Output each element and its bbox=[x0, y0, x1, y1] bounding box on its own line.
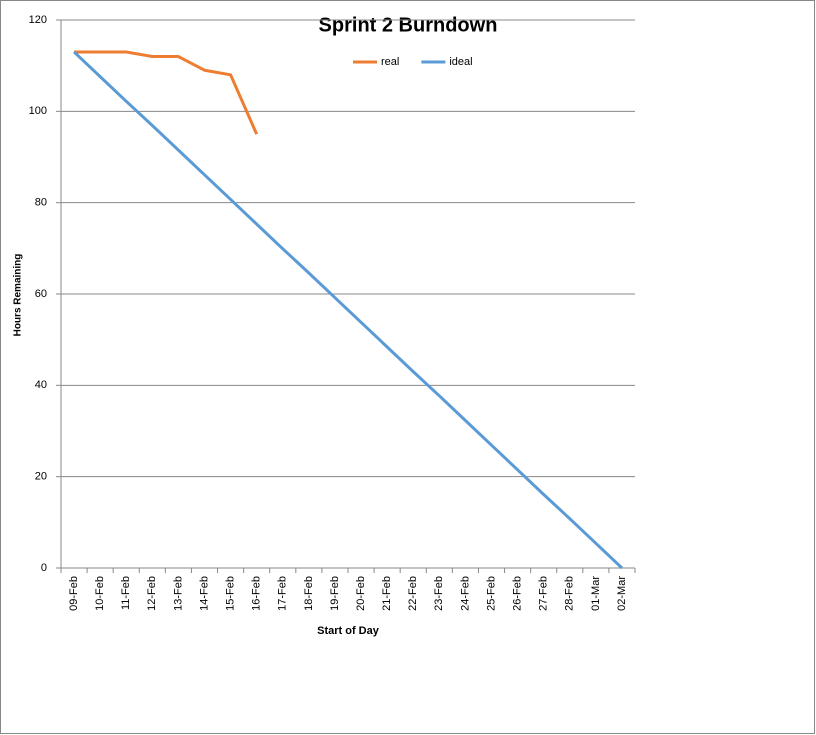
legend-label: ideal bbox=[449, 56, 472, 68]
x-tick-label: 17-Feb bbox=[277, 576, 289, 611]
x-tick-label: 23-Feb bbox=[433, 576, 445, 611]
series-line bbox=[73, 50, 623, 570]
x-tick-label: 18-Feb bbox=[303, 576, 315, 611]
y-tick-label: 120 bbox=[29, 14, 47, 26]
x-tick-label: 21-Feb bbox=[381, 576, 393, 611]
series-line bbox=[74, 50, 259, 135]
chart-title: Sprint 2 Burndown bbox=[319, 14, 498, 36]
x-axis-label: Start of Day bbox=[317, 625, 380, 637]
x-tick-label: 14-Feb bbox=[198, 576, 210, 611]
x-tick-label: 02-Mar bbox=[616, 576, 628, 611]
y-tick-label: 0 bbox=[41, 562, 47, 574]
legend-label: real bbox=[381, 56, 399, 68]
x-tick-label: 19-Feb bbox=[329, 576, 341, 611]
x-tick-label: 09-Feb bbox=[68, 576, 80, 611]
x-tick-label: 27-Feb bbox=[538, 576, 550, 611]
x-tick-label: 12-Feb bbox=[146, 576, 158, 611]
y-tick-label: 100 bbox=[29, 105, 47, 117]
x-tick-label: 28-Feb bbox=[564, 576, 576, 611]
y-tick-label: 20 bbox=[35, 471, 47, 483]
x-tick-label: 16-Feb bbox=[251, 576, 263, 611]
y-tick-label: 40 bbox=[35, 379, 47, 391]
x-tick-label: 11-Feb bbox=[120, 576, 132, 610]
x-tick-label: 25-Feb bbox=[485, 576, 497, 611]
x-tick-label: 01-Mar bbox=[590, 576, 602, 611]
y-tick-label: 80 bbox=[35, 197, 47, 209]
x-tick-label: 20-Feb bbox=[355, 576, 367, 611]
x-tick-label: 24-Feb bbox=[459, 576, 471, 611]
x-tick-label: 26-Feb bbox=[511, 576, 523, 611]
y-axis-label: Hours Remaining bbox=[13, 254, 24, 337]
x-tick-label: 15-Feb bbox=[224, 576, 236, 611]
y-tick-label: 60 bbox=[35, 288, 47, 300]
x-tick-label: 13-Feb bbox=[172, 576, 184, 611]
x-tick-label: 22-Feb bbox=[407, 576, 419, 611]
x-tick-label: 10-Feb bbox=[94, 576, 106, 611]
